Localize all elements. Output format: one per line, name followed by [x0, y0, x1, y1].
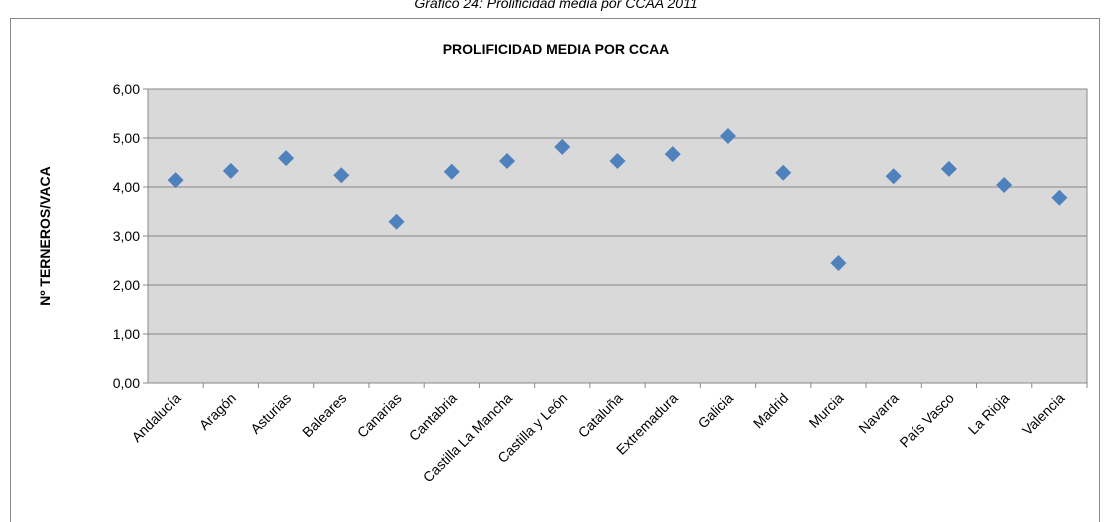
marker	[499, 153, 516, 170]
marker	[885, 168, 902, 185]
marker	[719, 128, 736, 145]
marker	[940, 160, 957, 177]
marker	[222, 162, 239, 179]
chart-title: PROLIFICIDAD MEDIA POR CCAA	[443, 41, 670, 57]
y-tick-label: 4,00	[113, 179, 140, 195]
y-tick-label: 0,00	[113, 375, 140, 391]
marker	[996, 177, 1013, 194]
marker	[388, 213, 405, 230]
marker	[664, 146, 681, 163]
marker	[333, 167, 350, 184]
marker	[554, 138, 571, 155]
y-tick-label: 5,00	[113, 130, 140, 146]
y-tick-label: 6,00	[113, 81, 140, 97]
caption: Gráfico 24: Prolificidad media por CCAA …	[414, 0, 697, 11]
marker	[830, 254, 847, 271]
y-tick-label: 3,00	[113, 228, 140, 244]
y-tick-label: 2,00	[113, 277, 140, 293]
marker	[775, 164, 792, 181]
marker	[609, 153, 626, 170]
y-axis-label: Nº TERNEROS/VACA	[37, 166, 53, 305]
marker	[1051, 189, 1068, 206]
marker	[167, 172, 184, 189]
marker	[443, 163, 460, 180]
y-tick-label: 1,00	[113, 326, 140, 342]
marker	[278, 150, 295, 167]
